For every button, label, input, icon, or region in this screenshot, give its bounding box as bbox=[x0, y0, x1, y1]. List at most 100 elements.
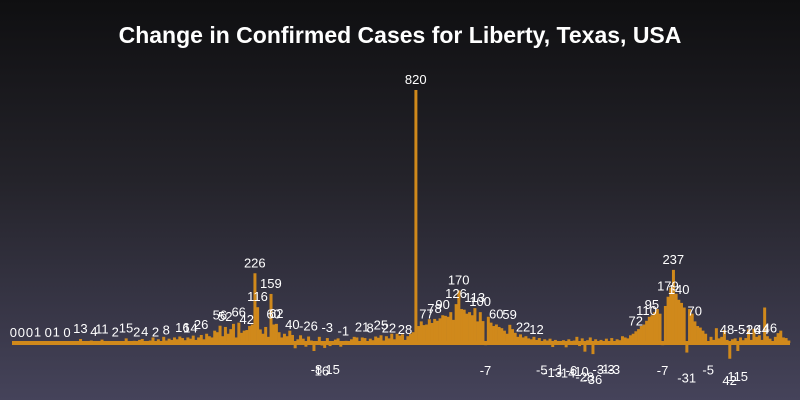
bar bbox=[575, 336, 579, 343]
bar bbox=[441, 315, 445, 343]
value-label: -8 bbox=[311, 362, 323, 377]
bar bbox=[757, 335, 761, 343]
value-label: 1 bbox=[53, 325, 60, 340]
bar bbox=[492, 326, 496, 343]
bar bbox=[352, 336, 356, 343]
bar bbox=[647, 316, 651, 343]
bar bbox=[124, 338, 128, 343]
bar bbox=[513, 332, 517, 343]
bar bbox=[266, 336, 270, 343]
value-label: 42 bbox=[722, 373, 736, 388]
value-label: 2 bbox=[112, 324, 119, 339]
bar bbox=[717, 338, 721, 343]
value-label: 72 bbox=[629, 313, 643, 328]
value-label: 44 bbox=[755, 322, 769, 337]
value-label: -3 bbox=[608, 362, 620, 377]
bar bbox=[237, 322, 241, 343]
bar bbox=[755, 336, 759, 343]
bar bbox=[210, 337, 214, 343]
bar bbox=[698, 327, 702, 343]
value-label: 70 bbox=[688, 303, 702, 318]
value-label: -3 bbox=[321, 320, 333, 335]
value-label: -28 bbox=[575, 370, 594, 385]
value-label: 11 bbox=[95, 322, 109, 337]
value-label: -1 bbox=[552, 361, 564, 376]
bar bbox=[688, 309, 692, 343]
bar bbox=[460, 309, 463, 343]
bar bbox=[720, 336, 724, 343]
value-label: 8 bbox=[163, 323, 170, 338]
bar bbox=[384, 336, 388, 343]
bar bbox=[516, 336, 520, 343]
bar bbox=[406, 336, 410, 343]
value-label: 126 bbox=[445, 286, 467, 301]
bar bbox=[229, 329, 233, 343]
bar bbox=[223, 326, 227, 343]
bar bbox=[422, 325, 426, 343]
value-label: 22 bbox=[516, 319, 530, 334]
bar bbox=[631, 333, 635, 343]
bar bbox=[189, 338, 193, 343]
bar bbox=[272, 324, 276, 343]
bar bbox=[583, 343, 587, 352]
bar bbox=[629, 335, 633, 343]
bar bbox=[763, 307, 767, 343]
value-label: -5 bbox=[702, 363, 714, 378]
bar bbox=[677, 299, 681, 343]
bar bbox=[739, 337, 743, 343]
bar bbox=[245, 330, 249, 343]
bar bbox=[256, 307, 260, 343]
bar bbox=[521, 337, 525, 343]
bar bbox=[580, 338, 584, 343]
bar bbox=[368, 338, 372, 343]
bar bbox=[551, 343, 555, 348]
value-label: -1 bbox=[338, 323, 350, 338]
value-label: 2 bbox=[152, 324, 159, 339]
bar bbox=[655, 309, 659, 343]
value-label: 15 bbox=[119, 320, 133, 335]
value-label: 16 bbox=[315, 363, 329, 378]
bar bbox=[637, 329, 641, 343]
bar bbox=[248, 326, 252, 343]
value-label: -7 bbox=[480, 363, 492, 378]
bar bbox=[181, 338, 184, 343]
value-label: -13 bbox=[543, 365, 562, 380]
bar bbox=[449, 312, 453, 343]
bar bbox=[645, 320, 649, 343]
bar bbox=[221, 336, 225, 343]
bar bbox=[387, 338, 391, 343]
value-label: 0 bbox=[26, 325, 33, 340]
value-label: 4 bbox=[90, 324, 97, 339]
value-label: 26 bbox=[194, 317, 208, 332]
bar bbox=[151, 337, 155, 343]
value-labels-group: 0 0 0 1 0 1 0 13 411 2 15 2 4 2 8 161426565266422261161… bbox=[10, 72, 777, 388]
bar bbox=[502, 330, 506, 343]
bar bbox=[79, 338, 83, 343]
bar bbox=[610, 338, 614, 343]
bar bbox=[588, 337, 592, 343]
bar bbox=[261, 333, 265, 343]
bar bbox=[433, 318, 437, 343]
bar bbox=[773, 336, 777, 343]
bar bbox=[663, 305, 667, 343]
value-label: -26 bbox=[299, 319, 318, 334]
bar bbox=[478, 312, 482, 343]
value-label: 62 bbox=[269, 306, 283, 321]
bar bbox=[671, 269, 675, 343]
bar bbox=[218, 325, 222, 343]
bar bbox=[489, 322, 493, 343]
value-label: 15 bbox=[325, 362, 339, 377]
bar bbox=[215, 332, 219, 343]
value-label: -51 bbox=[734, 322, 753, 337]
value-label: 140 bbox=[668, 282, 690, 297]
bar bbox=[674, 293, 678, 343]
bar bbox=[701, 330, 705, 343]
bar bbox=[776, 333, 780, 343]
bar bbox=[476, 321, 480, 343]
bar bbox=[411, 332, 415, 343]
bar bbox=[207, 336, 211, 343]
bar bbox=[537, 338, 541, 343]
bar bbox=[197, 337, 201, 343]
bar bbox=[425, 324, 429, 343]
bar bbox=[626, 338, 630, 343]
